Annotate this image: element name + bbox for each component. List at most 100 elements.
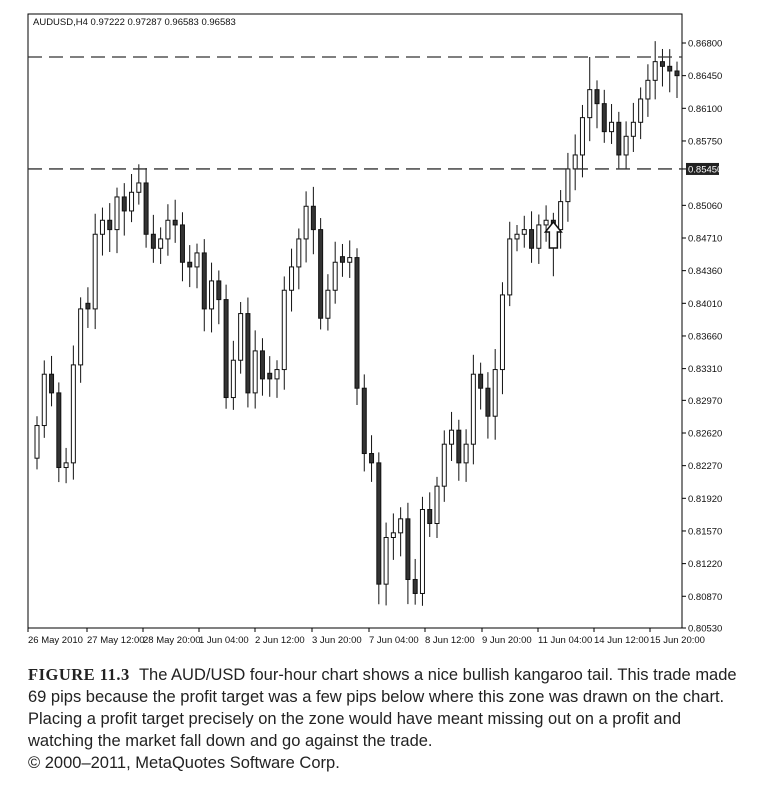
figure-label: FIGURE 11.3 (28, 665, 130, 684)
caption-text: The AUD/USD four-hour chart shows a nice… (28, 666, 737, 750)
bearish-candle (121, 196, 127, 212)
bullish-candle (434, 485, 440, 525)
bullish-candle (492, 369, 498, 417)
bearish-candle (318, 229, 324, 319)
y-tick-label: 0.86450 (688, 71, 722, 82)
x-tick-label: 2 Jun 12:00 (255, 635, 305, 646)
bearish-candle (529, 229, 535, 249)
bullish-candle (623, 135, 629, 156)
bearish-candle (49, 373, 55, 394)
bullish-candle (274, 369, 280, 380)
bullish-candle (165, 219, 171, 240)
bearish-candle (259, 350, 265, 380)
y-tick-label: 0.80870 (688, 592, 722, 603)
x-tick-label: 11 Jun 04:00 (538, 635, 592, 646)
bullish-candle (441, 443, 447, 487)
x-tick-label: 28 May 20:00 (143, 635, 201, 646)
up-arrow-icon (543, 220, 563, 249)
copyright-text: © 2000–2011, MetaQuotes Software Corp. (28, 754, 340, 772)
chart-header: AUDUSD,H4 0.97222 0.97287 0.96583 0.9658… (33, 17, 236, 28)
x-tick-label: 7 Jun 04:00 (369, 635, 419, 646)
bullish-candle (63, 462, 69, 469)
bullish-candle (41, 373, 47, 427)
bullish-candle (347, 257, 353, 263)
bearish-candle (245, 313, 251, 394)
bearish-candle (478, 373, 484, 389)
bearish-candle (107, 219, 113, 231)
bullish-candle (645, 79, 651, 100)
candles (34, 41, 680, 606)
bearish-candle (354, 257, 360, 389)
bullish-candle (587, 89, 593, 119)
bullish-candle (470, 373, 476, 445)
bullish-candle (543, 219, 549, 226)
x-tick-label: 1 Jun 04:00 (199, 635, 249, 646)
bearish-candle (339, 256, 345, 263)
bullish-candle (514, 233, 520, 240)
y-tick-label: 0.84010 (688, 299, 722, 310)
bearish-candle (56, 392, 62, 469)
x-tick-label: 26 May 2010 (28, 635, 83, 646)
bearish-candle (201, 252, 207, 310)
bullish-candle (390, 532, 396, 538)
candlestick-chart: AUDUSD,H4 0.97222 0.97287 0.96583 0.9658… (27, 13, 722, 646)
bearish-candle (216, 280, 222, 301)
y-tick-label: 0.83660 (688, 331, 722, 342)
bullish-candle (296, 238, 302, 268)
bearish-candle (659, 61, 665, 67)
bullish-candle (252, 350, 258, 394)
bearish-candle (361, 387, 367, 455)
bullish-candle (630, 121, 636, 137)
bearish-candle (267, 372, 273, 380)
bearish-candle (456, 429, 462, 464)
figure-caption: FIGURE 11.3 The AUD/USD four-hour chart … (28, 664, 740, 774)
bullish-candle (332, 261, 338, 291)
bullish-candle (289, 266, 295, 291)
bearish-candle (412, 578, 418, 594)
bullish-candle (507, 238, 513, 296)
bullish-candle (114, 196, 120, 231)
bullish-candle (34, 425, 40, 459)
bullish-candle (230, 359, 236, 399)
y-tick-label: 0.80530 (688, 624, 722, 635)
x-tick-label: 15 Jun 20:00 (650, 635, 705, 646)
bearish-candle (150, 233, 156, 249)
bullish-candle (303, 205, 309, 240)
bearish-candle (405, 518, 411, 580)
x-tick-label: 14 Jun 12:00 (594, 635, 649, 646)
bearish-candle (179, 224, 185, 263)
bearish-candle (674, 70, 680, 77)
y-tick-label: 0.84710 (688, 234, 722, 245)
arrow-shape (543, 220, 563, 249)
bullish-candle (609, 121, 615, 133)
y-tick-label: 0.85060 (688, 201, 722, 212)
x-tick-label: 8 Jun 12:00 (425, 635, 475, 646)
bullish-candle (638, 98, 644, 123)
bullish-candle (419, 509, 425, 594)
bearish-candle (369, 453, 375, 464)
bullish-candle (558, 201, 564, 231)
x-tick-label: 9 Jun 20:00 (482, 635, 532, 646)
bearish-candle (485, 387, 491, 417)
bullish-candle (536, 224, 542, 249)
bullish-candle (449, 429, 455, 445)
y-tick-label: 0.82970 (688, 396, 722, 407)
bearish-candle (223, 299, 229, 399)
bullish-candle (325, 289, 331, 319)
y-tick-label: 0.85450 (688, 164, 722, 175)
y-tick-label: 0.86800 (688, 39, 722, 50)
bearish-candle (594, 89, 600, 105)
bullish-candle (209, 280, 215, 310)
zone-lines (28, 56, 682, 170)
y-tick-label: 0.84360 (688, 266, 722, 277)
bullish-candle (136, 182, 142, 193)
bullish-candle (99, 219, 105, 235)
bullish-candle (579, 117, 585, 156)
bearish-candle (601, 103, 607, 133)
bearish-candle (85, 302, 91, 310)
y-tick-label: 0.81220 (688, 559, 722, 570)
y-tick-label: 0.81920 (688, 494, 722, 505)
bullish-candle (78, 308, 84, 366)
bullish-candle (70, 364, 76, 464)
